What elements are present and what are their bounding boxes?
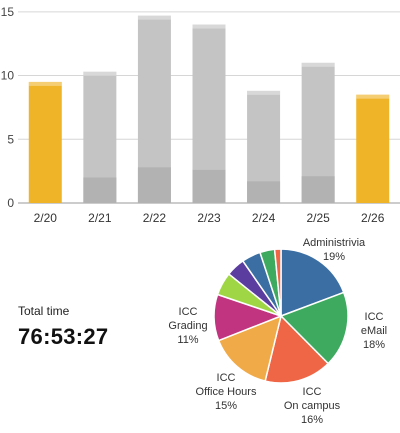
- pie-slice-icc-on-campus[interactable]: [264, 314, 330, 384]
- bar-2-23[interactable]: [192, 24, 226, 203]
- bar-cap: [192, 24, 226, 29]
- bar-lower-segment: [83, 177, 117, 203]
- bar-lower-segment: [192, 169, 226, 203]
- bar-2-21[interactable]: [83, 71, 117, 203]
- bar-2-22[interactable]: [137, 15, 171, 203]
- total-time-value: 76:53:27: [18, 324, 109, 349]
- bar-cap: [28, 81, 62, 86]
- bar-cap: [83, 71, 117, 76]
- x-tick-label: 2/25: [306, 211, 330, 225]
- pie-slice-label: ICC On campus 16%: [284, 386, 341, 426]
- bar-total: [28, 81, 62, 203]
- bar-cap: [356, 94, 390, 99]
- y-tick-label: 15: [1, 5, 15, 19]
- total-time-label: Total time: [18, 304, 70, 318]
- x-tick-label: 2/20: [34, 211, 58, 225]
- x-tick-label: 2/23: [197, 211, 221, 225]
- pie-slice-label: ICC Office Hours 15%: [196, 372, 257, 412]
- bar-cap: [137, 15, 171, 20]
- bar-lower-segment: [247, 181, 281, 203]
- pie-slice-administrivia[interactable]: [280, 248, 345, 318]
- daily-hours-bar-chart: 0 5 10 15 2/20 2/21 2/22 2/23 2/24 2/25 2/26: [1, 5, 400, 225]
- x-tick-label: 2/22: [143, 211, 167, 225]
- pie-slice-label: Administrivia 19%: [303, 237, 366, 263]
- bar-2-26[interactable]: [356, 94, 390, 203]
- bar-2-25[interactable]: [301, 62, 335, 203]
- x-tick-label: 2/24: [252, 211, 276, 225]
- y-tick-label: 10: [1, 69, 15, 83]
- pie-slice-icc-office-hours[interactable]: [217, 314, 283, 382]
- x-tick-label: 2/21: [88, 211, 112, 225]
- bar-total: [356, 94, 390, 203]
- pie-slice-label: ICC eMail 18%: [361, 311, 387, 351]
- pie-slice-icc-email[interactable]: [279, 291, 349, 365]
- pie-slice-label: ICC Grading 11%: [168, 306, 207, 346]
- x-tick-label: 2/26: [361, 211, 385, 225]
- bar-cap: [301, 62, 335, 67]
- bar-cap: [247, 90, 281, 95]
- y-tick-label: 0: [7, 196, 14, 210]
- bar-lower-segment: [301, 176, 335, 203]
- total-time-panel: Total time 76:53:27: [18, 304, 108, 350]
- pie-slice-unlabeled[interactable]: [273, 248, 282, 317]
- bar-2-20[interactable]: [28, 81, 62, 203]
- bar-lower-segment: [137, 167, 171, 203]
- y-tick-label: 5: [7, 132, 14, 146]
- bar-2-24[interactable]: [247, 90, 281, 203]
